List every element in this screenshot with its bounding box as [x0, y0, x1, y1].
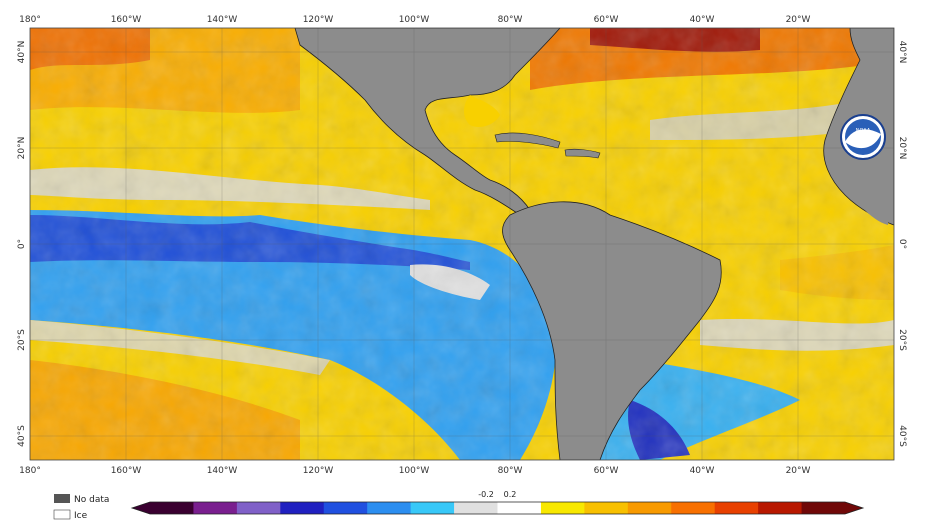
scale-segment	[323, 502, 368, 514]
color-scale-bar	[130, 501, 865, 515]
scale-segment	[236, 502, 281, 514]
bottom-axis-label: 140°W	[207, 466, 238, 476]
right-axis: 40°N 20°N 0° 20°S 40°S	[897, 41, 907, 447]
bottom-axis-label: 60°W	[594, 466, 619, 476]
top-axis-label: 140°W	[207, 15, 238, 25]
scale-mark-neg: -0.2	[478, 490, 494, 499]
noaa-logo: NOAA	[840, 114, 886, 160]
top-axis-label: 80°W	[498, 15, 523, 25]
map-border	[29, 27, 895, 461]
scale-segment	[714, 502, 759, 514]
left-axis-label: 20°N	[17, 137, 27, 160]
bottom-axis-label: 120°W	[303, 466, 334, 476]
bottom-axis-label: 180°	[19, 466, 41, 476]
top-axis-label: 120°W	[303, 15, 334, 25]
bottom-axis-label: 40°W	[690, 466, 715, 476]
top-axis-label: 100°W	[399, 15, 430, 25]
map-svg: NOAA 180° 160°W 140°W 120°W 100°W 80°W 6…	[17, 15, 907, 476]
no-data-label: No data	[74, 495, 109, 505]
left-axis-label: 20°S	[17, 329, 27, 351]
ice-swatch	[53, 509, 71, 520]
right-axis-label: 20°S	[897, 329, 907, 351]
scale-segment	[627, 502, 672, 514]
scale-arrow-low	[132, 502, 150, 514]
color-legend: No data Ice -0.2 0.2	[0, 488, 932, 524]
bottom-axis-label: 160°W	[111, 466, 142, 476]
scale-segment	[150, 502, 194, 514]
bottom-axis-label: 80°W	[498, 466, 523, 476]
top-axis-label: 180°	[19, 15, 41, 25]
left-axis-label: 40°S	[17, 425, 27, 447]
legend-svg: No data Ice -0.2 0.2	[53, 490, 865, 521]
scale-segment	[584, 502, 629, 514]
top-axis-label: 160°W	[111, 15, 142, 25]
sea-surface-anomaly-map: NOAA 180° 160°W 140°W 120°W 100°W 80°W 6…	[17, 15, 907, 476]
no-data-swatch	[54, 494, 70, 503]
right-axis-label: 40°S	[897, 425, 907, 447]
right-axis-label: 0°	[897, 239, 907, 249]
south-america-land	[502, 201, 722, 460]
hispaniola	[564, 148, 601, 159]
scale-segment	[193, 502, 238, 514]
right-axis-label: 20°N	[897, 137, 907, 160]
ice-label: Ice	[74, 511, 88, 521]
scale-segment	[540, 502, 585, 514]
scale-segment	[801, 502, 846, 514]
scale-segment	[410, 502, 455, 514]
scale-segment	[280, 502, 325, 514]
scale-segment	[671, 502, 716, 514]
left-axis-label: 0°	[17, 239, 27, 249]
left-axis: 40°N 20°N 0° 20°S 40°S	[17, 41, 27, 447]
bottom-axis: 180° 160°W 140°W 120°W 100°W 80°W 60°W 4…	[19, 466, 810, 476]
scale-mark-pos: 0.2	[504, 490, 517, 499]
scale-arrow-high	[845, 502, 863, 514]
gulf-of-mexico	[464, 95, 500, 127]
bottom-axis-label: 100°W	[399, 466, 430, 476]
right-axis-label: 40°N	[897, 41, 907, 64]
left-axis-label: 40°N	[17, 41, 27, 64]
graticule	[30, 28, 894, 460]
top-axis-label: 60°W	[594, 15, 619, 25]
noaa-logo-text: NOAA	[856, 128, 871, 134]
west-africa-land	[845, 148, 890, 225]
top-axis: 180° 160°W 140°W 120°W 100°W 80°W 60°W 4…	[19, 15, 810, 25]
scale-border	[130, 501, 865, 515]
scale-segment	[758, 502, 803, 514]
top-axis-label: 40°W	[690, 15, 715, 25]
north-america-land	[294, 28, 561, 216]
scale-segment	[367, 502, 412, 514]
top-axis-label: 20°W	[786, 15, 811, 25]
scale-segment	[497, 502, 542, 514]
scale-segment	[454, 502, 498, 514]
bottom-axis-label: 20°W	[786, 466, 811, 476]
